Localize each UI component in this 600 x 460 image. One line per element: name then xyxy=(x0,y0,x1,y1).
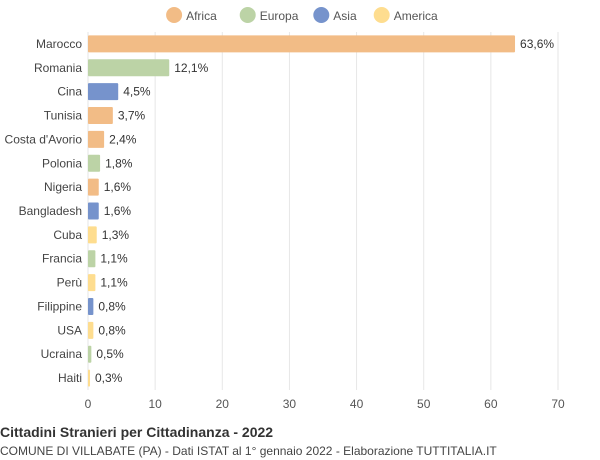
x-tick-label: 40 xyxy=(350,397,364,411)
x-tick-label: 30 xyxy=(283,397,297,411)
bar-value-label: 0,5% xyxy=(96,347,124,361)
legend-label: Africa xyxy=(186,9,217,23)
x-tick-label: 70 xyxy=(551,397,565,411)
chart-subtitle: COMUNE DI VILLABATE (PA) - Dati ISTAT al… xyxy=(0,444,497,458)
legend-marker xyxy=(166,7,183,23)
bar-value-label: 0,3% xyxy=(95,371,123,385)
y-category-label: Ucraina xyxy=(41,347,83,361)
bar-value-label: 1,6% xyxy=(104,204,132,218)
x-tick-label: 0 xyxy=(85,397,92,411)
bar-chart: 0 10 20 30 40 50 60 70 Marocco 63,6% Romania 12,1% C… xyxy=(5,7,565,411)
bar-value-label: 0,8% xyxy=(98,299,126,313)
bar xyxy=(88,321,94,339)
x-tick-label: 10 xyxy=(148,397,162,411)
x-tick-label: 60 xyxy=(484,397,498,411)
bar-value-label: 4,5% xyxy=(123,85,151,99)
bar-value-label: 1,8% xyxy=(105,156,133,170)
legend-label: Europa xyxy=(260,9,299,23)
legend-marker xyxy=(239,7,256,23)
chart-title: Cittadini Stranieri per Cittadinanza - 2… xyxy=(0,424,274,440)
y-category-label: Bangladesh xyxy=(19,204,82,218)
x-tick-label: 20 xyxy=(216,397,230,411)
bar xyxy=(88,178,99,196)
y-category-label: Francia xyxy=(42,252,82,266)
bar xyxy=(88,59,170,77)
x-tick-label: 50 xyxy=(417,397,431,411)
bar-value-label: 0,8% xyxy=(98,323,126,337)
bar-value-label: 2,4% xyxy=(109,132,137,146)
y-category-label: Tunisia xyxy=(44,109,83,123)
bar xyxy=(88,130,105,148)
legend-marker xyxy=(313,7,330,23)
legend-marker xyxy=(373,7,390,23)
bar xyxy=(88,297,94,315)
y-category-label: Costa d'Avorio xyxy=(5,132,83,146)
legend-label: Asia xyxy=(333,9,357,23)
bar xyxy=(88,107,113,125)
bar xyxy=(88,202,99,220)
y-category-label: Haiti xyxy=(58,371,82,385)
y-category-label: USA xyxy=(57,323,82,337)
bar xyxy=(88,83,119,101)
y-category-label: Marocco xyxy=(36,37,82,51)
bar-value-label: 63,6% xyxy=(520,37,554,51)
bar xyxy=(88,250,96,268)
y-category-label: Perù xyxy=(57,276,82,290)
bar xyxy=(88,154,101,172)
y-category-label: Polonia xyxy=(42,156,82,170)
y-category-label: Cina xyxy=(57,85,82,99)
y-category-label: Cuba xyxy=(53,228,82,242)
bar-value-label: 1,6% xyxy=(104,180,132,194)
y-category-label: Nigeria xyxy=(44,180,82,194)
bar-value-label: 1,1% xyxy=(100,276,128,290)
bar xyxy=(88,35,516,53)
y-category-label: Romania xyxy=(34,61,82,75)
bar-value-label: 1,3% xyxy=(102,228,130,242)
bar xyxy=(88,369,91,387)
legend-label: America xyxy=(394,9,438,23)
bar xyxy=(88,226,97,244)
bar xyxy=(88,274,96,292)
bar-value-label: 3,7% xyxy=(118,109,146,123)
bar-value-label: 12,1% xyxy=(174,61,208,75)
y-category-label: Filippine xyxy=(37,299,82,313)
bar-value-label: 1,1% xyxy=(100,252,128,266)
bar xyxy=(88,345,92,363)
